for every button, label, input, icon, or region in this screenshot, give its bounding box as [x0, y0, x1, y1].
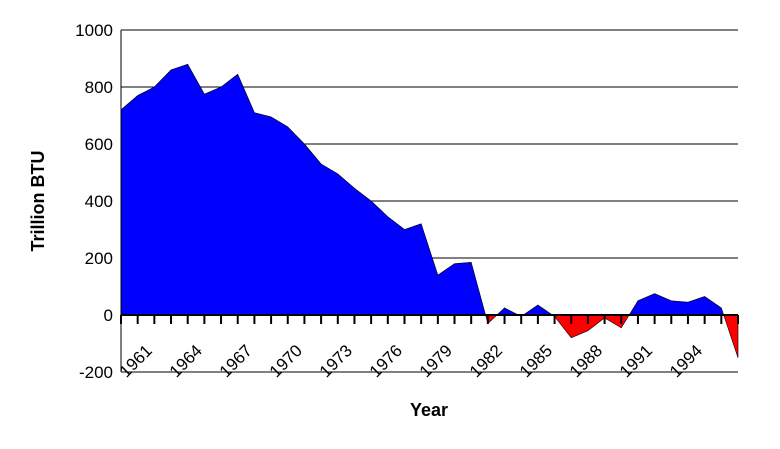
- y-tick-label: 0: [104, 306, 113, 325]
- y-tick-label: 200: [85, 249, 113, 268]
- y-tick-label: 600: [85, 135, 113, 154]
- y-axis-title: Trillion BTU: [28, 151, 48, 252]
- x-axis: [120, 30, 739, 372]
- y-axis-tick-labels: -200 0 200 400 600 800 1000: [75, 21, 113, 382]
- y-tick-label: 800: [85, 78, 113, 97]
- y-tick-label: 1000: [75, 21, 113, 40]
- y-tick-label: -200: [79, 363, 113, 382]
- x-axis-title: Year: [410, 400, 448, 420]
- y-tick-label: 400: [85, 192, 113, 211]
